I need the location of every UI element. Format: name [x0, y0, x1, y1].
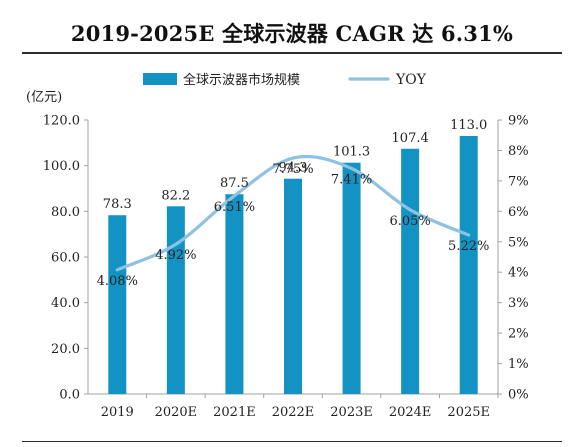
right-axis-tick-label: 5%: [508, 235, 529, 250]
right-axis-tick-label: 7%: [508, 174, 529, 189]
right-axis-tick-label: 6%: [508, 205, 529, 220]
bar-value-label: 101.3: [333, 145, 370, 160]
x-axis-tick-label: 2021E: [213, 405, 256, 420]
x-axis-tick-label: 2022E: [272, 405, 315, 420]
bar: [108, 215, 127, 394]
yoy-line-group: [115, 154, 471, 272]
bar-value-label: 87.5: [220, 176, 249, 191]
labels-group: 78.3 82.2 87.5 94.3 101.3 107.4 113.0 4.08% 4.92…: [97, 118, 490, 289]
axes-group: 0.0 20.0 40.0 60.0 80.0 100.0 120.0 0% 1% 2% 3% 4% 5…: [26, 90, 529, 420]
x-axis-tick-label: 2019: [101, 405, 134, 420]
bar: [459, 135, 478, 394]
yoy-value-label: 4.08%: [97, 274, 138, 289]
left-axis-tick-label: 0.0: [59, 388, 80, 403]
left-axis-tick-label: 120.0: [43, 114, 80, 129]
yoy-value-label: 5.22%: [448, 239, 489, 254]
legend-bar-label: 全球示波器市场规模: [183, 72, 300, 88]
legend-line-label: YOY: [395, 72, 427, 88]
yoy-value-label: 6.05%: [389, 214, 430, 229]
y-axis-unit-label: (亿元): [26, 90, 62, 105]
yoy-value-label: 7.41%: [331, 172, 372, 187]
bar: [284, 178, 302, 394]
left-axis-tick-label: 80.0: [51, 205, 80, 220]
right-axis-tick-label: 2%: [508, 327, 529, 342]
right-axis-tick-label: 9%: [508, 114, 529, 129]
x-axis-tick-label: 2025E: [447, 405, 490, 420]
x-axis-tick-label: 2020E: [155, 405, 198, 420]
right-axis-tick-label: 3%: [508, 296, 529, 311]
bars-group: [108, 135, 478, 394]
bar: [342, 162, 361, 394]
yoy-series-line: [115, 154, 471, 272]
right-axis-tick-label: 1%: [508, 357, 529, 372]
right-axis-tick-label: 0%: [508, 388, 529, 403]
legend-bar-swatch: [143, 73, 177, 85]
left-axis-tick-label: 60.0: [51, 251, 80, 266]
yoy-value-label: 6.51%: [214, 200, 255, 215]
yoy-value-label: 7.75%: [272, 162, 313, 177]
chart-title: 2019-2025E 全球示波器 CAGR 达 6.31%: [70, 21, 514, 46]
bar: [401, 148, 420, 394]
bar-value-label: 107.4: [392, 131, 429, 146]
bar-value-label: 113.0: [450, 118, 487, 133]
bottom-rule: [22, 441, 562, 442]
left-axis-tick-label: 100.0: [43, 159, 80, 174]
x-axis-tick-label: 2023E: [330, 405, 373, 420]
title-rule: [22, 52, 562, 54]
bar: [166, 206, 185, 394]
bar: [225, 194, 244, 394]
bar-value-label: 78.3: [103, 197, 132, 212]
legend: 全球示波器市场规模 YOY: [143, 72, 427, 88]
x-axis-tick-label: 2024E: [389, 405, 432, 420]
left-axis-tick-label: 40.0: [51, 296, 80, 311]
bar-value-label: 94.3: [279, 161, 308, 176]
right-axis-tick-label: 8%: [508, 144, 529, 159]
right-axis-tick-label: 4%: [508, 266, 529, 281]
bar-value-label: 82.2: [161, 188, 190, 203]
left-axis-tick-label: 20.0: [51, 342, 80, 357]
yoy-value-label: 4.92%: [155, 248, 196, 263]
